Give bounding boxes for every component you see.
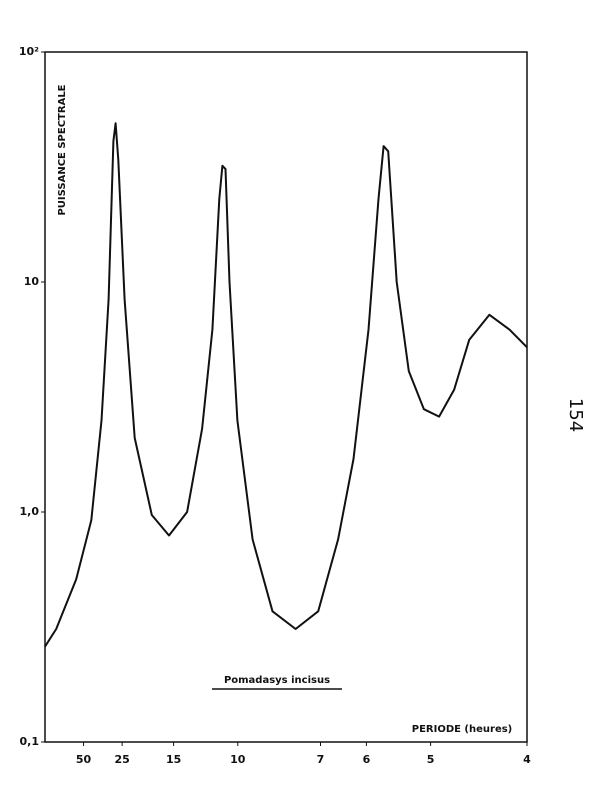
x-tick-label: 50 [76,753,92,766]
y-tick-label: 10 [24,275,40,288]
x-tick-label: 6 [363,753,371,766]
y-axis-label: PUISSANCE SPECTRALE [57,84,68,215]
x-tick-label: 25 [114,753,129,766]
x-tick-label: 4 [523,753,531,766]
y-tick-label: 1,0 [20,505,40,518]
x-tick-label: 15 [166,753,181,766]
x-tick-label: 7 [317,753,325,766]
x-tick-label: 10 [230,753,246,766]
spectrum-line [44,122,528,648]
y-tick-label: 10² [19,45,39,58]
x-axis-label: PERIODE (heures) [412,724,513,735]
page-number: 154 [565,398,586,432]
y-tick-label: 0,1 [20,735,40,748]
plot-frame [44,51,528,743]
annotation: Pomadasys incisus [224,675,330,686]
x-tick-label: 5 [427,753,435,766]
